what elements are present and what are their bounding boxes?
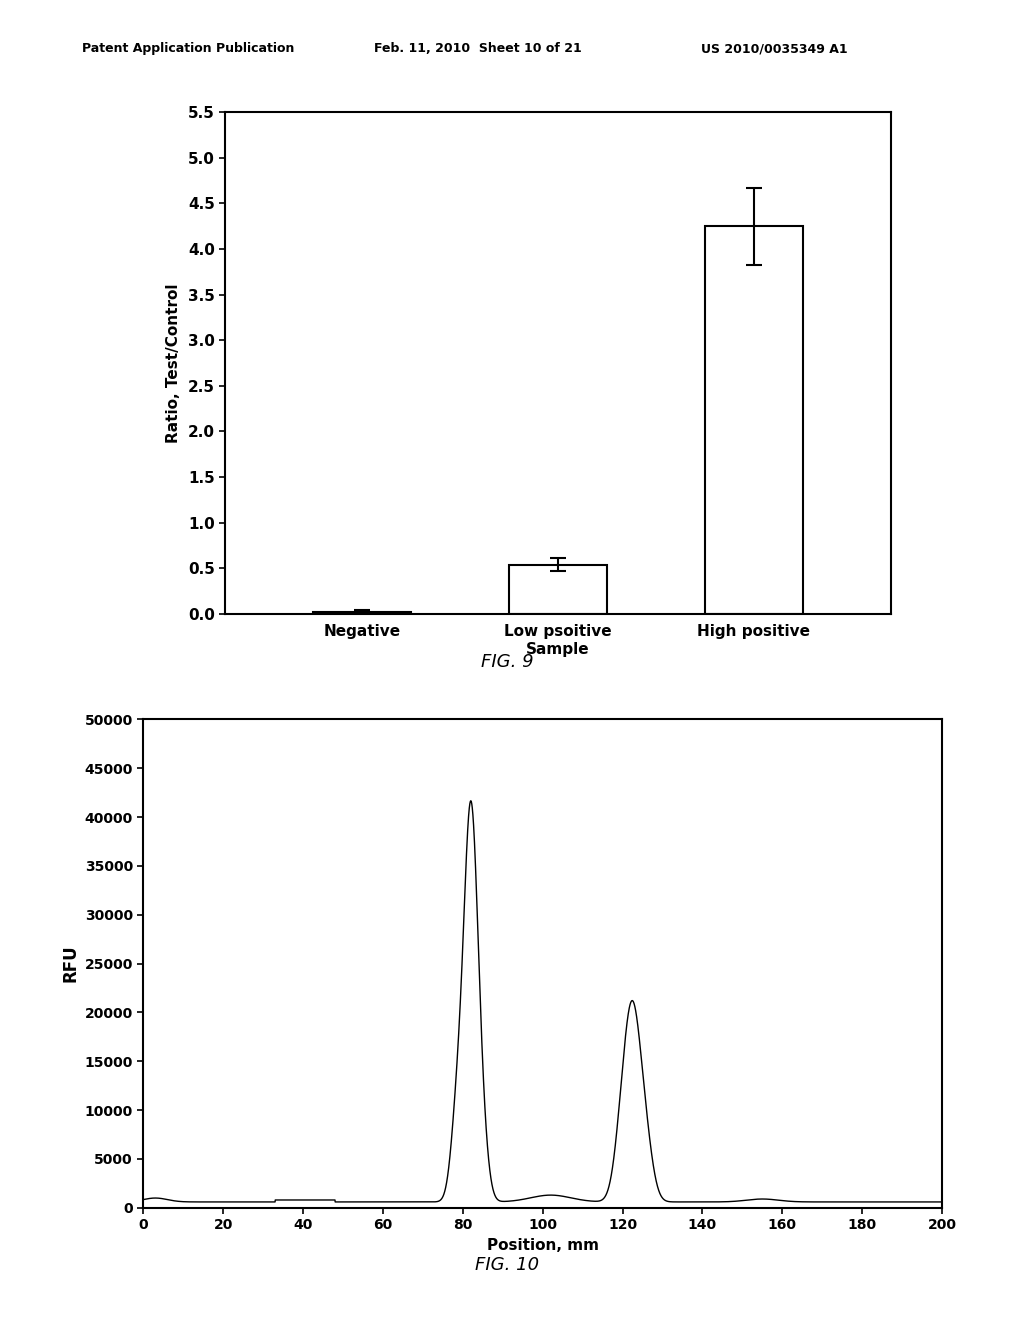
Text: FIG. 10: FIG. 10	[475, 1255, 539, 1274]
Text: Feb. 11, 2010  Sheet 10 of 21: Feb. 11, 2010 Sheet 10 of 21	[374, 42, 582, 55]
Text: Patent Application Publication: Patent Application Publication	[82, 42, 294, 55]
Bar	[313, 611, 412, 614]
Text: FIG. 9: FIG. 9	[480, 652, 534, 671]
Text: US 2010/0035349 A1: US 2010/0035349 A1	[701, 42, 848, 55]
Y-axis label: Ratio, Test/Control: Ratio, Test/Control	[166, 284, 181, 442]
X-axis label: Sample: Sample	[526, 642, 590, 657]
Bar	[705, 226, 803, 614]
Y-axis label: RFU: RFU	[61, 945, 79, 982]
Bar	[509, 565, 607, 614]
X-axis label: Position, mm: Position, mm	[486, 1238, 599, 1253]
